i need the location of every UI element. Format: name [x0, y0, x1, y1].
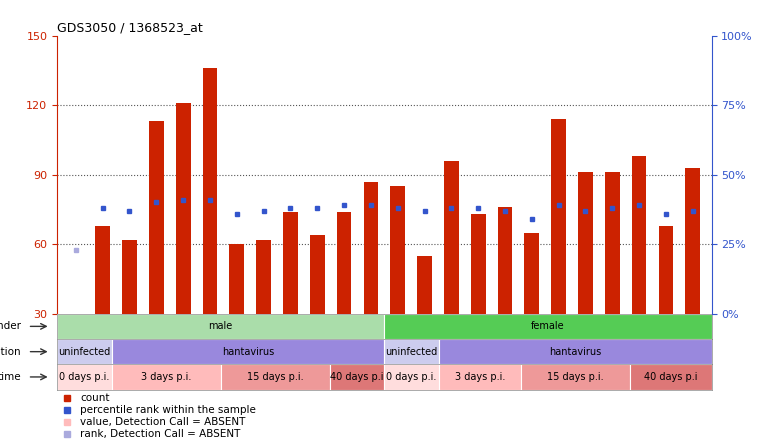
- Text: 3 days p.i.: 3 days p.i.: [141, 372, 191, 382]
- Text: rank, Detection Call = ABSENT: rank, Detection Call = ABSENT: [80, 429, 240, 439]
- Bar: [112, 365, 221, 389]
- Bar: [57, 314, 384, 339]
- Bar: [439, 339, 712, 365]
- Text: 15 days p.i.: 15 days p.i.: [547, 372, 603, 382]
- Text: uninfected: uninfected: [59, 347, 110, 357]
- Bar: [256, 239, 271, 383]
- Bar: [364, 182, 378, 383]
- Bar: [417, 256, 432, 383]
- Text: 15 days p.i.: 15 days p.i.: [247, 372, 304, 382]
- Bar: [686, 168, 700, 383]
- Text: 0 days p.i.: 0 days p.i.: [59, 372, 110, 382]
- Text: 40 days p.i: 40 days p.i: [644, 372, 697, 382]
- Text: gender: gender: [0, 321, 21, 331]
- Text: time: time: [0, 372, 21, 382]
- Bar: [444, 161, 459, 383]
- Text: female: female: [531, 321, 565, 331]
- Bar: [632, 156, 647, 383]
- Bar: [310, 235, 325, 383]
- Bar: [605, 172, 619, 383]
- Text: male: male: [209, 321, 233, 331]
- Text: infection: infection: [0, 347, 21, 357]
- Bar: [498, 207, 512, 383]
- Bar: [283, 212, 298, 383]
- Bar: [122, 239, 137, 383]
- Bar: [336, 212, 352, 383]
- Bar: [202, 68, 218, 383]
- Bar: [471, 214, 486, 383]
- Text: hantavirus: hantavirus: [549, 347, 601, 357]
- Bar: [176, 103, 190, 383]
- Bar: [630, 365, 712, 389]
- Bar: [57, 365, 112, 389]
- Bar: [658, 226, 673, 383]
- Bar: [384, 339, 439, 365]
- Bar: [578, 172, 593, 383]
- Bar: [524, 233, 540, 383]
- Text: 3 days p.i.: 3 days p.i.: [454, 372, 505, 382]
- Text: value, Detection Call = ABSENT: value, Detection Call = ABSENT: [80, 417, 245, 428]
- Text: uninfected: uninfected: [386, 347, 438, 357]
- Text: 40 days p.i: 40 days p.i: [330, 372, 384, 382]
- Bar: [521, 365, 630, 389]
- Bar: [68, 314, 83, 383]
- Bar: [95, 226, 110, 383]
- Bar: [390, 186, 405, 383]
- Text: GDS3050 / 1368523_at: GDS3050 / 1368523_at: [57, 21, 203, 34]
- Bar: [221, 365, 330, 389]
- Text: percentile rank within the sample: percentile rank within the sample: [80, 405, 256, 415]
- Bar: [57, 339, 112, 365]
- Bar: [439, 365, 521, 389]
- Bar: [229, 244, 244, 383]
- Text: 0 days p.i.: 0 days p.i.: [387, 372, 437, 382]
- Bar: [551, 119, 566, 383]
- Text: hantavirus: hantavirus: [222, 347, 274, 357]
- Text: count: count: [80, 393, 110, 403]
- Bar: [330, 365, 384, 389]
- Bar: [384, 365, 439, 389]
- Bar: [149, 121, 164, 383]
- Bar: [384, 314, 712, 339]
- Bar: [112, 339, 384, 365]
